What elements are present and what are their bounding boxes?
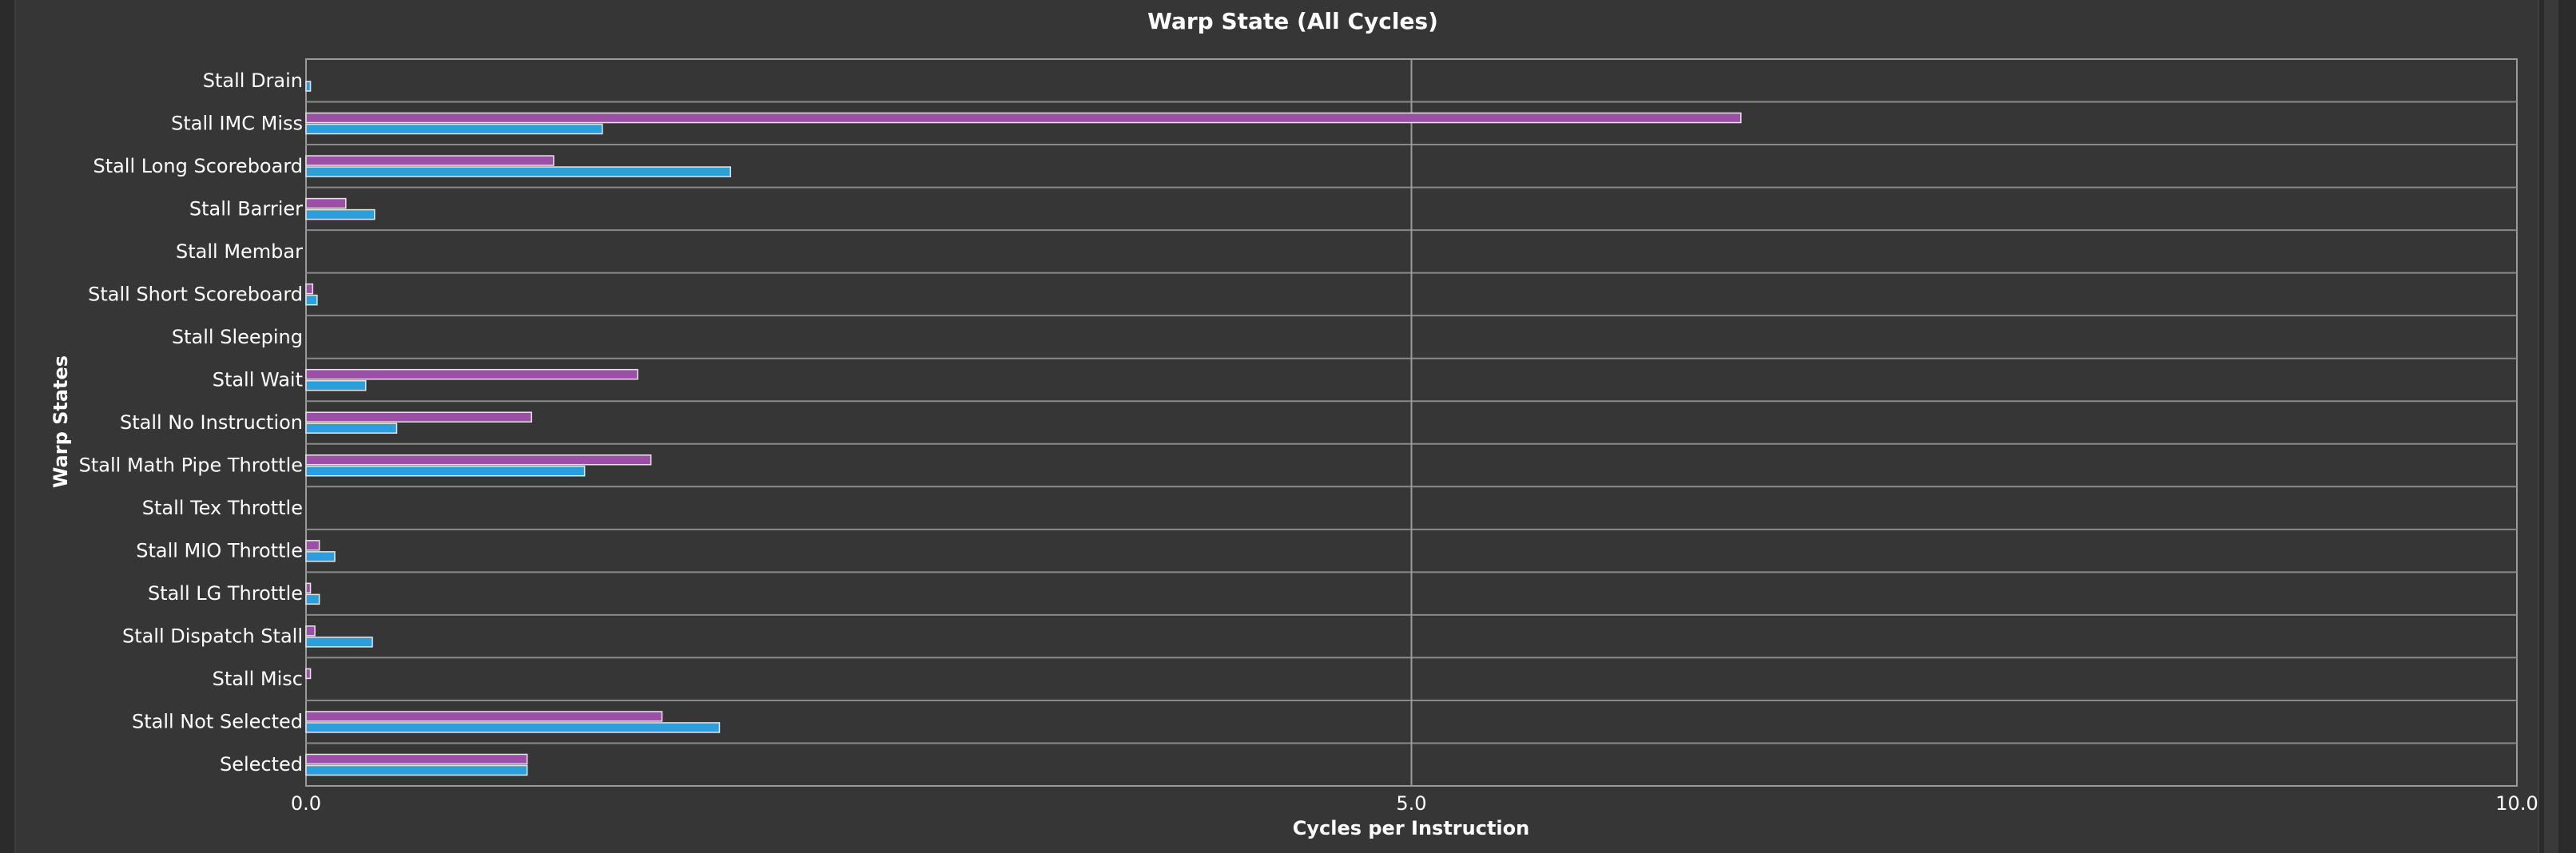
y-category-label: Stall MIO Throttle: [136, 540, 303, 562]
bar: [305, 112, 1742, 124]
bar: [305, 166, 732, 177]
bar: [305, 197, 347, 209]
bar: [305, 155, 555, 166]
bar: [305, 294, 318, 306]
bar: [305, 379, 367, 391]
bar: [305, 753, 528, 765]
bar: [305, 722, 721, 733]
scrollbar-track[interactable]: [2544, 0, 2558, 853]
y-category-label: Stall Dispatch Stall: [122, 625, 303, 648]
y-category-label: Stall Drain: [203, 69, 303, 92]
bar: [305, 711, 663, 722]
bar: [305, 764, 528, 776]
x-tick-label: 5.0: [1396, 792, 1426, 815]
y-category-label: Stall No Instruction: [120, 411, 303, 434]
bar: [305, 208, 376, 220]
bar: [305, 454, 652, 466]
bar: [305, 625, 316, 637]
bar: [305, 466, 586, 477]
y-category-label: Stall Tex Throttle: [142, 497, 303, 519]
bar: [305, 283, 314, 295]
plot-area: 0.0 5.0 10.0 Stall Drain Stall IMC Miss Stall…: [79, 58, 2538, 815]
y-category-label: Stall Not Selected: [132, 711, 303, 733]
y-category-label: Stall Math Pipe Throttle: [79, 454, 303, 477]
bar: [305, 123, 603, 135]
bar: [305, 368, 638, 380]
bar: [305, 593, 320, 605]
y-category-label: Stall LG Throttle: [148, 582, 303, 605]
bar: [305, 582, 312, 594]
y-category-label: Stall IMC Miss: [171, 112, 303, 134]
bar: [305, 668, 312, 680]
y-category-label: Stall Membar: [176, 240, 303, 263]
y-category-label: Selected: [220, 753, 303, 776]
y-category-label: Stall Misc: [213, 668, 303, 690]
y-axis-title: Warp States: [50, 355, 72, 488]
bar: [305, 540, 320, 551]
x-axis-title: Cycles per Instruction: [1293, 817, 1529, 839]
x-tick-label: 0.0: [291, 792, 321, 815]
chart-title: Warp State (All Cycles): [1147, 8, 1438, 34]
bar: [305, 81, 312, 92]
bar: [305, 637, 373, 648]
y-category-label: Stall Barrier: [189, 197, 303, 220]
left-panel-edge: [0, 0, 16, 853]
y-category-label: Stall Sleeping: [172, 326, 303, 348]
bar: [305, 551, 336, 562]
x-tick-label: 10.0: [2495, 792, 2538, 815]
y-category-label: Stall Short Scoreboard: [88, 283, 303, 305]
y-category-label: Stall Long Scoreboard: [93, 155, 303, 177]
bar: [305, 423, 398, 434]
y-category-label: Stall Wait: [213, 368, 303, 391]
bar: [305, 411, 532, 423]
